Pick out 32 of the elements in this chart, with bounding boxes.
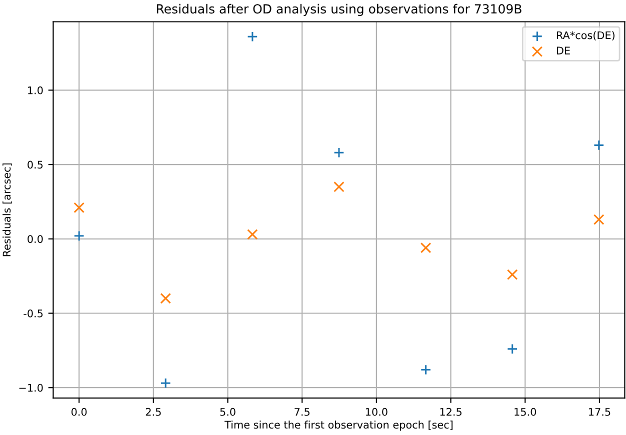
point: [74, 230, 85, 242]
point: [420, 242, 432, 254]
x-tick-label: 5.0: [220, 408, 236, 416]
y-tick-label: -0.5: [24, 309, 43, 318]
point: [334, 147, 344, 158]
y-tick-label: −1.0: [19, 384, 43, 392]
x-tick-label: 12.5: [440, 408, 462, 416]
x-tick-label: 2.5: [146, 408, 161, 416]
legend-label: RA*cos(DE): [556, 31, 614, 40]
point: [160, 378, 172, 389]
point: [593, 140, 604, 151]
x-tick-label: 15.0: [514, 408, 536, 416]
point: [74, 202, 85, 214]
point: [247, 31, 258, 42]
y-axis-title: Residuals [arcsec]: [2, 163, 12, 256]
x-tick-label: 7.5: [294, 408, 310, 416]
point: [247, 229, 258, 240]
point: [593, 214, 604, 225]
point: [506, 344, 518, 354]
y-tick-label: 0.5: [28, 160, 43, 169]
x-tick-label: 0.0: [71, 408, 87, 416]
x-axis-title: Time since the first observation epoch [sec]: [224, 420, 453, 431]
y-tick-label: 0.0: [28, 235, 43, 243]
x-tick-label: 17.5: [589, 408, 610, 416]
y-tick-label: 1.0: [28, 86, 43, 94]
point: [506, 269, 518, 280]
point: [420, 364, 432, 376]
point: [160, 292, 172, 304]
point: [334, 181, 344, 192]
legend-label: DE: [556, 46, 570, 54]
chart-title: Residuals after OD analysis using observations for 73109B: [156, 4, 522, 16]
x-tick-label: 10.0: [366, 408, 388, 416]
